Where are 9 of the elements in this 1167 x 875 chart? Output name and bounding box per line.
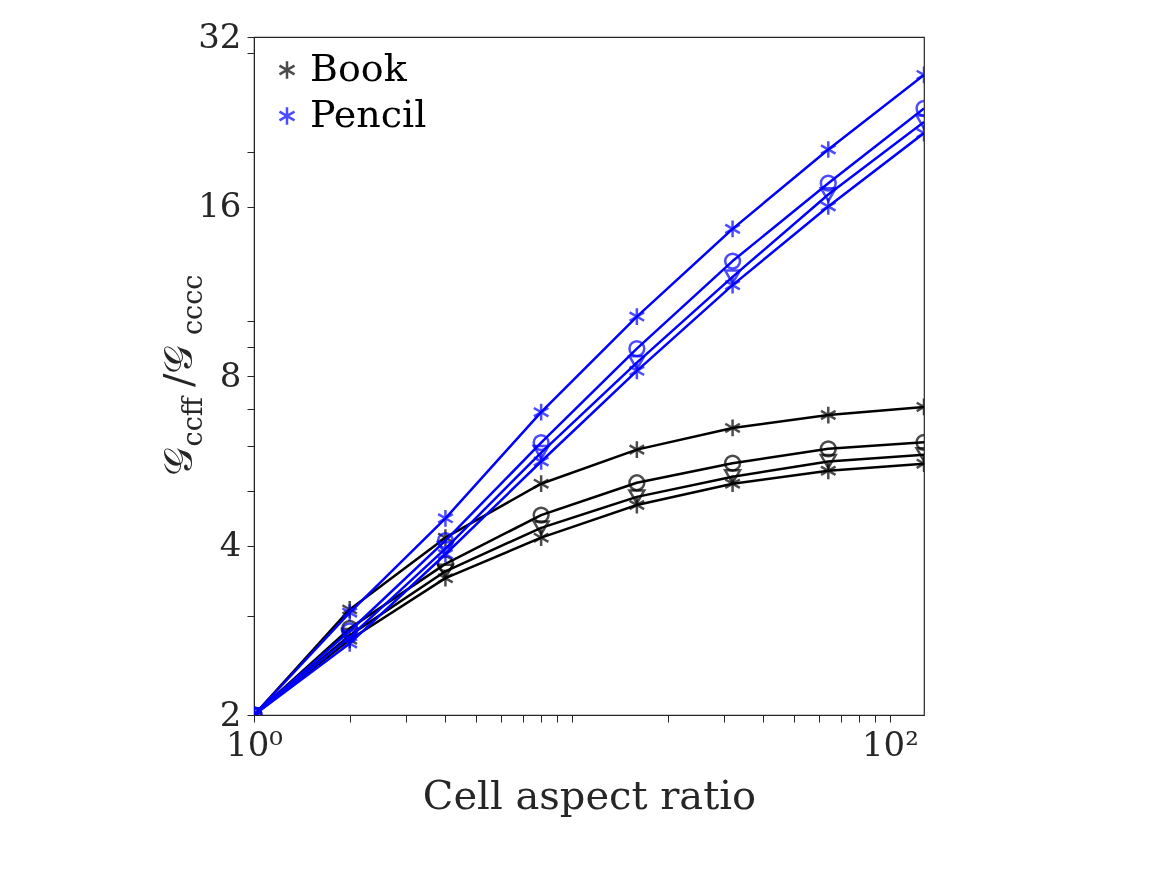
legend-label: Book — [310, 46, 408, 90]
x-tick-label: 10² — [861, 723, 919, 764]
y-tick-label: 4 — [219, 524, 242, 564]
y-tick-label: 16 — [198, 185, 242, 225]
y-tick-label: 8 — [219, 354, 242, 395]
y-axis-title: 𝒢ccff/𝒢cccc — [155, 274, 208, 477]
y-tick-label: 32 — [198, 15, 242, 56]
x-axis-title: Cell aspect ratio — [422, 771, 757, 818]
legend-label: Pencil — [310, 92, 427, 136]
